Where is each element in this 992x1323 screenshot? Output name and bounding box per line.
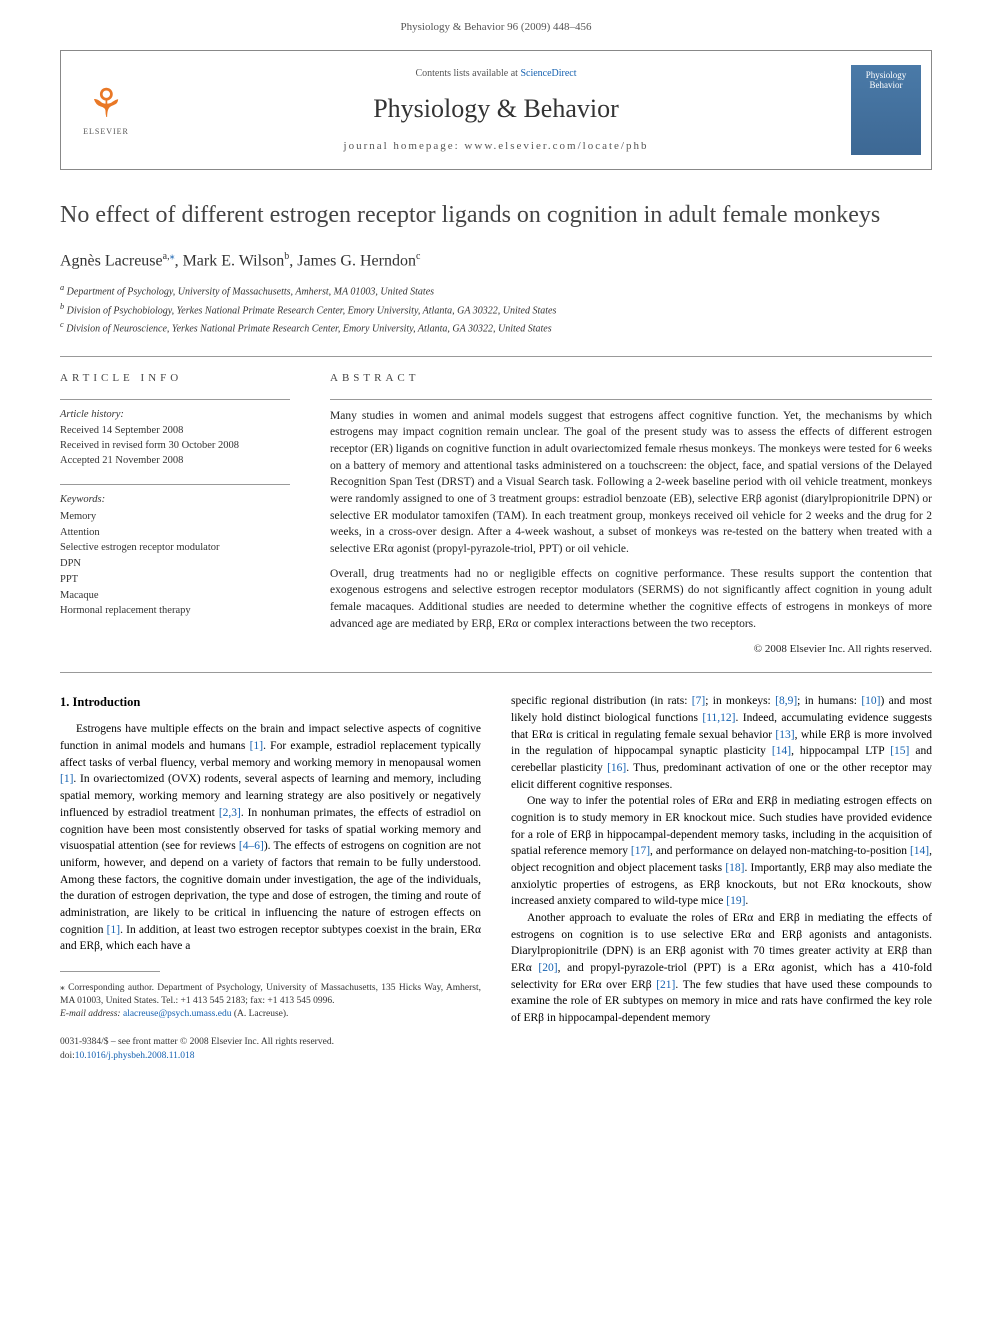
journal-cover-title: Physiology Behavior [855,71,917,91]
corresponding-footnote: ⁎ Corresponding author. Department of Ps… [60,982,481,1022]
journal-title: Physiology & Behavior [373,91,619,127]
email-label: E-mail address: [60,1009,121,1019]
cite-link[interactable]: [11,12] [702,712,735,724]
publisher-logo-box: ⚘ ELSEVIER [61,51,151,169]
divider [60,484,290,485]
cite-link[interactable]: [1] [107,924,120,936]
cite-link[interactable]: [2,3] [219,807,241,819]
abstract: ABSTRACT Many studies in women and anima… [330,371,932,658]
bottom-line: 0031-9384/$ – see front matter © 2008 El… [60,1036,481,1064]
contents-text: Contents lists available at [415,68,520,79]
affiliation-b: b Division of Psychobiology, Yerkes Nati… [60,301,932,318]
affiliation-a: a Department of Psychology, University o… [60,282,932,299]
doi-line: doi:10.1016/j.physbeh.2008.11.018 [60,1050,481,1064]
info-abstract-row: ARTICLE INFO Article history: Received 1… [60,371,932,658]
keyword: Selective estrogen receptor modulator [60,541,290,556]
cite-link[interactable]: [13] [775,729,794,741]
journal-homepage: journal homepage: www.elsevier.com/locat… [344,139,649,154]
cite-link[interactable]: [16] [607,762,626,774]
article-title: No effect of different estrogen receptor… [60,200,932,231]
email-link[interactable]: alacreuse@psych.umass.edu [123,1009,231,1019]
cite-link[interactable]: [10] [861,695,880,707]
history-label: Article history: [60,408,290,423]
author-3: James G. Herndon [297,252,416,269]
elsevier-tree-icon: ⚘ [88,84,124,124]
article-history: Article history: Received 14 September 2… [60,408,290,469]
author-1: Agnès Lacreuse [60,252,163,269]
cite-link[interactable]: [20] [538,962,557,974]
abstract-label: ABSTRACT [330,371,932,386]
authors: Agnès Lacreusea,⁎, Mark E. Wilsonb, Jame… [60,250,932,273]
keywords-block: Keywords: Memory Attention Selective est… [60,493,290,619]
contents-line: Contents lists available at ScienceDirec… [415,67,576,81]
elsevier-logo: ⚘ ELSEVIER [71,70,141,150]
intro-p1: Estrogens have multiple effects on the b… [60,721,481,954]
history-received: Received 14 September 2008 [60,424,290,439]
journal-cover-box: Physiology Behavior [841,51,931,169]
cite-link[interactable]: [15] [890,745,909,757]
affiliations: a Department of Psychology, University o… [60,282,932,336]
cite-link[interactable]: [17] [631,845,650,857]
cite-link[interactable]: [14] [910,845,929,857]
article-info-label: ARTICLE INFO [60,371,290,386]
body-columns: 1. Introduction Estrogens have multiple … [60,693,932,1063]
journal-cover: Physiology Behavior [851,65,921,155]
intro-p2: One way to infer the potential roles of … [511,793,932,910]
email-suffix: (A. Lacreuse). [231,1009,288,1019]
author-2-markers: b [284,251,289,262]
keyword: PPT [60,573,290,588]
corr-author-text: ⁎ Corresponding author. Department of Ps… [60,982,481,1009]
history-accepted: Accepted 21 November 2008 [60,454,290,469]
page-header: Physiology & Behavior 96 (2009) 448–456 [60,20,932,35]
keyword: Macaque [60,589,290,604]
article-info: ARTICLE INFO Article history: Received 1… [60,371,290,658]
divider [60,399,290,400]
section-heading: 1. Introduction [60,693,481,711]
abstract-text: Many studies in women and animal models … [330,408,932,659]
intro-p3: Another approach to evaluate the roles o… [511,910,932,1027]
elsevier-label: ELSEVIER [83,126,129,137]
abstract-p1: Many studies in women and animal models … [330,408,932,558]
keyword: DPN [60,557,290,572]
journal-banner: ⚘ ELSEVIER Contents lists available at S… [60,50,932,170]
divider [60,356,932,357]
cite-link[interactable]: [1] [60,773,73,785]
abstract-copyright: © 2008 Elsevier Inc. All rights reserved… [330,642,932,658]
sciencedirect-link[interactable]: ScienceDirect [520,68,576,79]
author-3-markers: c [416,251,420,262]
keyword: Memory [60,510,290,525]
cite-link[interactable]: [21] [656,979,675,991]
keyword: Attention [60,526,290,541]
left-column: 1. Introduction Estrogens have multiple … [60,693,481,1063]
cite-link[interactable]: [19] [726,895,745,907]
intro-p1-cont: specific regional distribution (in rats:… [511,693,932,793]
author-1-markers: a, [163,251,170,262]
cite-link[interactable]: [18] [725,862,744,874]
cite-link[interactable]: [14] [772,745,791,757]
affiliation-c: c Division of Neuroscience, Yerkes Natio… [60,319,932,336]
cite-link[interactable]: [7] [692,695,705,707]
keywords-label: Keywords: [60,493,290,508]
author-1-corresponding[interactable]: ⁎ [170,251,175,262]
keyword: Hormonal replacement therapy [60,604,290,619]
cite-link[interactable]: [8,9] [775,695,797,707]
cite-link[interactable]: [1] [250,740,263,752]
doi-link[interactable]: 10.1016/j.physbeh.2008.11.018 [75,1051,195,1061]
abstract-p2: Overall, drug treatments had no or negli… [330,566,932,633]
divider [330,399,932,400]
author-2: Mark E. Wilson [183,252,285,269]
email-line: E-mail address: alacreuse@psych.umass.ed… [60,1008,481,1021]
divider [60,672,932,673]
cite-link[interactable]: [4–6] [239,840,264,852]
right-column: specific regional distribution (in rats:… [511,693,932,1063]
banner-center: Contents lists available at ScienceDirec… [151,51,841,169]
footnote-divider [60,971,160,972]
history-revised: Received in revised form 30 October 2008 [60,439,290,454]
issn-line: 0031-9384/$ – see front matter © 2008 El… [60,1036,481,1050]
